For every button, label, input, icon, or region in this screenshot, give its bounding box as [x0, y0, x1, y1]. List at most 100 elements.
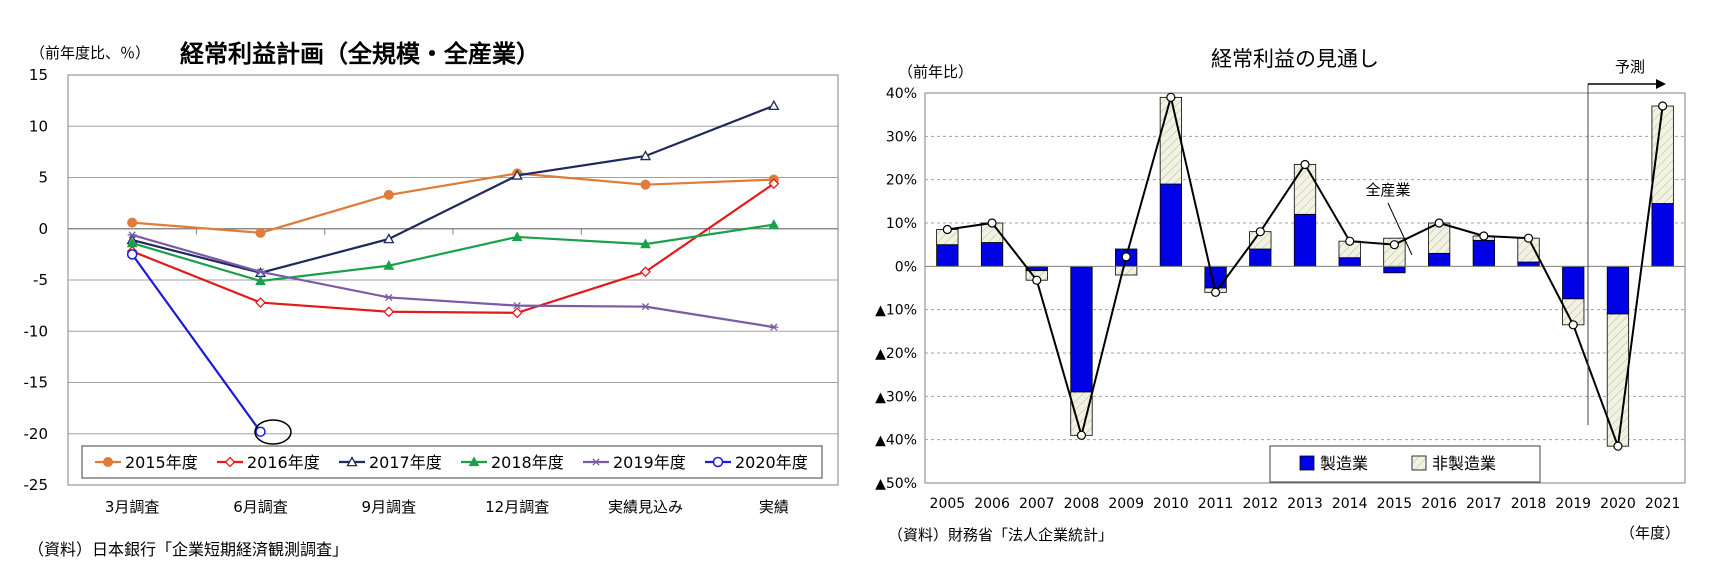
bar-manufacturing	[1651, 203, 1674, 267]
y-tick-label: -25	[24, 476, 49, 494]
right-chart: 40%30%20%10%0%▲10%▲20%▲30%▲40%▲50% 2005 2…	[875, 47, 1686, 544]
data-point-stroke	[641, 303, 650, 311]
data-point	[1389, 240, 1400, 250]
bar-manufacturing	[1606, 265, 1630, 315]
legend-label: 2017年度	[369, 453, 442, 472]
data-point	[126, 249, 138, 260]
data-point	[1434, 218, 1444, 228]
left-gridlines	[67, 125, 839, 435]
bar-manufacturing	[1472, 239, 1495, 267]
data-point	[987, 218, 997, 228]
data-point	[127, 231, 137, 239]
x-tick-label: 2019	[1555, 496, 1591, 512]
legend-marker-stroke	[592, 458, 600, 466]
data-point	[512, 302, 522, 310]
all-industry-callout: 全産業	[1365, 181, 1410, 199]
data-point	[1523, 233, 1534, 243]
data-point	[640, 179, 651, 190]
data-point	[1076, 430, 1087, 440]
y-tick-label: ▲40%	[875, 433, 917, 449]
y-tick-label: -10	[24, 322, 49, 340]
legend-item: 2019年度	[583, 453, 686, 472]
legend-label: 2019年度	[613, 453, 686, 472]
x-tick-label: 2010	[1153, 496, 1189, 512]
bar-manufacturing	[1249, 248, 1272, 267]
data-point	[256, 268, 265, 276]
right-x-tick-labels: 2005 2006 2007 2008 2009 2010 2011 2012 2013 2014…	[930, 496, 1681, 512]
legend-label: 2020年度	[735, 453, 808, 472]
x-tick-label: 2007	[1019, 496, 1055, 512]
y-tick-label: 0	[38, 220, 48, 238]
left-x-tick-labels: 3月調査 6月調査 9月調査 12月調査 実績見込み 実績	[105, 498, 789, 516]
x-tick-label: 実績	[759, 498, 789, 516]
right-y-axis-label: （前年比）	[898, 63, 973, 81]
legend-item: 2017年度	[339, 453, 442, 472]
data-point	[640, 266, 651, 278]
x-tick-label: 2008	[1064, 496, 1100, 512]
series-2019年度	[127, 231, 779, 331]
bar-manufacturing	[1427, 252, 1451, 267]
bar-non-manufacturing	[1651, 105, 1674, 204]
y-tick-label: 10	[29, 117, 48, 135]
bar-non-manufacturing	[1070, 391, 1093, 436]
bar-manufacturing	[1204, 265, 1227, 289]
highlight-circle	[254, 419, 292, 445]
x-tick-label: 2013	[1287, 496, 1323, 512]
right-legend-box	[1269, 445, 1541, 483]
x-tick-label: 2011	[1198, 496, 1234, 512]
left-y-tick-labels: 15 10 5 0 -5 -10 -15 -20 -25	[24, 66, 49, 494]
x-tick-label: 2018	[1511, 496, 1547, 512]
forecast-label: 予測	[1615, 58, 1645, 76]
legend-marker	[103, 457, 113, 467]
legend-marker	[468, 456, 480, 467]
x-tick-label: 2015	[1377, 496, 1413, 512]
data-point-stroke	[513, 302, 521, 310]
y-tick-label: -15	[24, 374, 49, 392]
left-series-layer	[126, 99, 780, 437]
y-tick-label: 10%	[886, 216, 917, 232]
data-point	[383, 189, 394, 200]
data-point	[511, 169, 523, 180]
data-point	[255, 275, 266, 286]
data-point	[1210, 287, 1221, 297]
legend-label: 2018年度	[491, 453, 564, 472]
series-2018年度	[126, 219, 780, 286]
y-tick-label: ▲10%	[875, 303, 917, 319]
data-point-stroke	[128, 231, 136, 239]
legend-label: 2016年度	[247, 453, 320, 472]
data-point	[1345, 236, 1355, 246]
left-source-note: （資料）日本銀行「企業短期経済観測調査」	[28, 540, 348, 559]
legend-label: 2015年度	[125, 453, 198, 472]
data-point	[1658, 101, 1668, 111]
x-tick-label: 2012	[1242, 496, 1278, 512]
data-point	[255, 297, 266, 308]
legend-marker	[224, 456, 236, 468]
x-tick-label: 実績見込み	[608, 498, 683, 516]
y-tick-label: ▲20%	[875, 346, 917, 362]
y-tick-label: 5	[38, 169, 48, 187]
bar-manufacturing	[1338, 257, 1361, 267]
y-tick-label: -20	[24, 425, 49, 443]
x-tick-label: 12月調査	[485, 498, 549, 516]
legend-marker	[712, 456, 724, 468]
data-point	[1255, 227, 1265, 237]
data-point	[769, 323, 779, 331]
left-legend: 2015年度 2016年度 2017年度 2018年度 2019年度 2020年度	[95, 453, 808, 472]
legend-item: 2015年度	[95, 453, 198, 472]
right-bars-layer	[925, 96, 1685, 447]
x-tick-label: 2017	[1466, 496, 1502, 512]
x-tick-label: 2009	[1108, 496, 1144, 512]
data-point	[1166, 92, 1176, 102]
x-tick-label: 9月調査	[362, 498, 417, 516]
data-point	[127, 217, 138, 228]
data-point	[768, 219, 780, 229]
right-y-tick-labels: 40% 30% 20% 10% 0% ▲10% ▲20% ▲30% ▲40% ▲50%	[875, 86, 917, 492]
data-point-stroke	[385, 293, 393, 302]
right-x-axis-label: （年度）	[1620, 524, 1680, 542]
y-tick-label: 40%	[886, 86, 917, 102]
x-tick-label: 3月調査	[105, 498, 160, 516]
x-tick-label: 2014	[1332, 496, 1368, 512]
series-line	[131, 104, 775, 274]
bar-manufacturing	[1159, 183, 1183, 267]
all-industry-callout-leader	[1387, 202, 1413, 256]
